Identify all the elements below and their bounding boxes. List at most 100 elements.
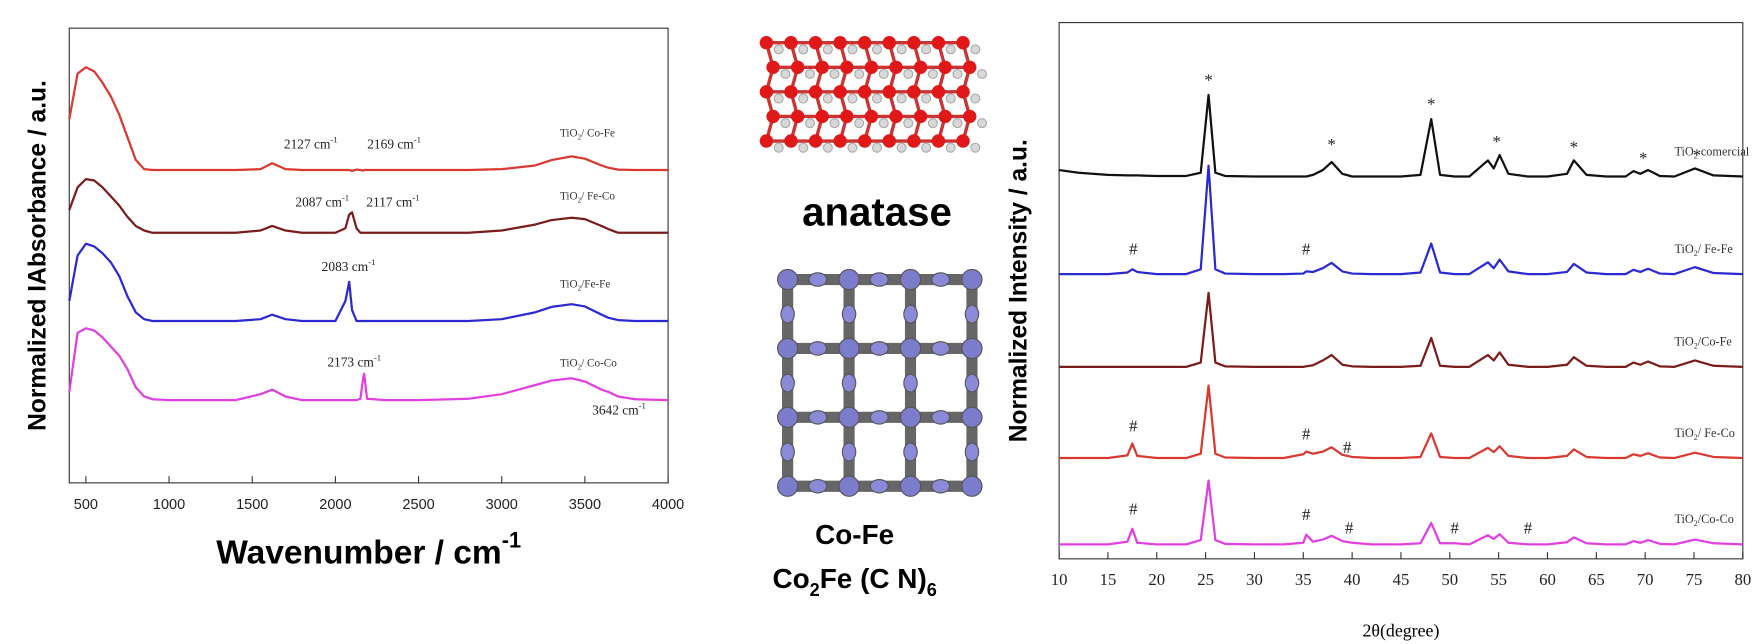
structure-atom [809, 480, 827, 493]
structure-atom [833, 85, 846, 98]
structure-atom [904, 119, 913, 128]
figure: anatase Co-Fe Co2Fe (C N)6 5001000150020… [0, 0, 1754, 644]
structure-atom [932, 342, 950, 355]
structure-atom [760, 85, 773, 98]
structure-atom [784, 36, 797, 49]
structure-atom [932, 411, 950, 424]
structure-atom [914, 110, 927, 123]
series-label: TiO2/ Co-Co [560, 357, 617, 371]
structure-atom [965, 305, 978, 323]
x-tick-label: 35 [1295, 570, 1312, 589]
structure-atom [904, 443, 917, 461]
structure-atom [879, 119, 888, 128]
structure-atom [778, 338, 798, 358]
annotation: # [1129, 239, 1138, 258]
structure-atom [907, 36, 920, 49]
x-axis-label: Wavenumber / cm-1 [216, 528, 521, 572]
structure-atom [778, 269, 798, 289]
page: {"chart_data": [ {"type": "line", "ylabe… [0, 0, 1754, 644]
structure-atom [799, 143, 808, 152]
y-axis-label: Normalized IAbsorbance / a.u. [25, 80, 52, 431]
annotation: # [1129, 499, 1138, 518]
structure-atom [760, 134, 773, 147]
structure-atom [922, 94, 931, 103]
series-label: TiO2/ Fe-Co [560, 190, 615, 204]
structure-atom [809, 273, 827, 286]
series-label: TiO2 comercial [1674, 144, 1749, 161]
structure-atom [805, 119, 814, 128]
structure-atom [848, 94, 857, 103]
plot-frame [1059, 23, 1743, 559]
structure-atom [839, 338, 859, 358]
structure-atom [978, 119, 987, 128]
structure-atom [897, 45, 906, 54]
structure-atom [809, 85, 822, 98]
annotation: 2117 cm-1 [366, 193, 419, 210]
x-tick-label: 60 [1539, 570, 1556, 589]
structure-atom [928, 70, 937, 79]
series-label: TiO2/ Fe-Fe [1674, 242, 1733, 259]
structure-atom [873, 94, 882, 103]
structure-atom [883, 36, 896, 49]
structure-atom [946, 94, 955, 103]
structure-atom [809, 134, 822, 147]
structure-atom [938, 110, 951, 123]
structure-atom [823, 45, 832, 54]
structure-atom [774, 143, 783, 152]
structure-atom [870, 411, 888, 424]
x-tick-label: 1500 [236, 497, 268, 513]
structure-atom [842, 305, 855, 323]
x-tick-label: 55 [1490, 570, 1507, 589]
structure-atom [897, 143, 906, 152]
structure-atom [816, 61, 829, 74]
series-line [1059, 166, 1743, 274]
x-tick-label: 70 [1637, 570, 1654, 589]
annotation: # [1345, 518, 1354, 537]
structure-atom [778, 476, 798, 496]
structure-atom [963, 110, 976, 123]
structure-atom [932, 85, 945, 98]
annotation: * [1204, 70, 1212, 89]
x-tick-label: 40 [1344, 570, 1361, 589]
structure-atom [904, 374, 917, 392]
structure-atom [938, 61, 951, 74]
structure-atom [953, 119, 962, 128]
x-tick-label: 45 [1393, 570, 1410, 589]
annotation: * [1693, 145, 1701, 164]
structure-atom [842, 443, 855, 461]
x-tick-label: 15 [1100, 570, 1117, 589]
annotation: # [1302, 505, 1311, 524]
structure-atom [946, 143, 955, 152]
structure-atom [781, 443, 794, 461]
x-tick-label: 3000 [486, 497, 518, 513]
structure-atom [840, 110, 853, 123]
structure-atom [932, 480, 950, 493]
structure-atom [883, 134, 896, 147]
structure-atom [904, 305, 917, 323]
structure-atom [781, 119, 790, 128]
structure-atom [978, 70, 987, 79]
plot-frame [69, 28, 668, 483]
x-tick-label: 2500 [402, 497, 434, 513]
structure-atom [870, 273, 888, 286]
x-tick-label: 2000 [319, 497, 351, 513]
structure-atom [904, 70, 913, 79]
series-line [1059, 386, 1743, 458]
structure-atom [907, 85, 920, 98]
structure-atom [833, 36, 846, 49]
structure-atom [889, 61, 902, 74]
structure-atom [962, 407, 982, 427]
annotation: * [1639, 148, 1647, 167]
series-line [1059, 481, 1743, 545]
x-tick-label: 30 [1246, 570, 1263, 589]
structure-atom [870, 480, 888, 493]
structure-atom [784, 85, 797, 98]
annotation: # [1302, 239, 1311, 258]
structure-atom [870, 342, 888, 355]
structure-atom [778, 407, 798, 427]
structure-atom [922, 143, 931, 152]
structure-atom [900, 476, 920, 496]
series-line [69, 67, 668, 171]
structure-atom [900, 407, 920, 427]
series-label: TiO2/Co-Fe [1674, 335, 1732, 352]
